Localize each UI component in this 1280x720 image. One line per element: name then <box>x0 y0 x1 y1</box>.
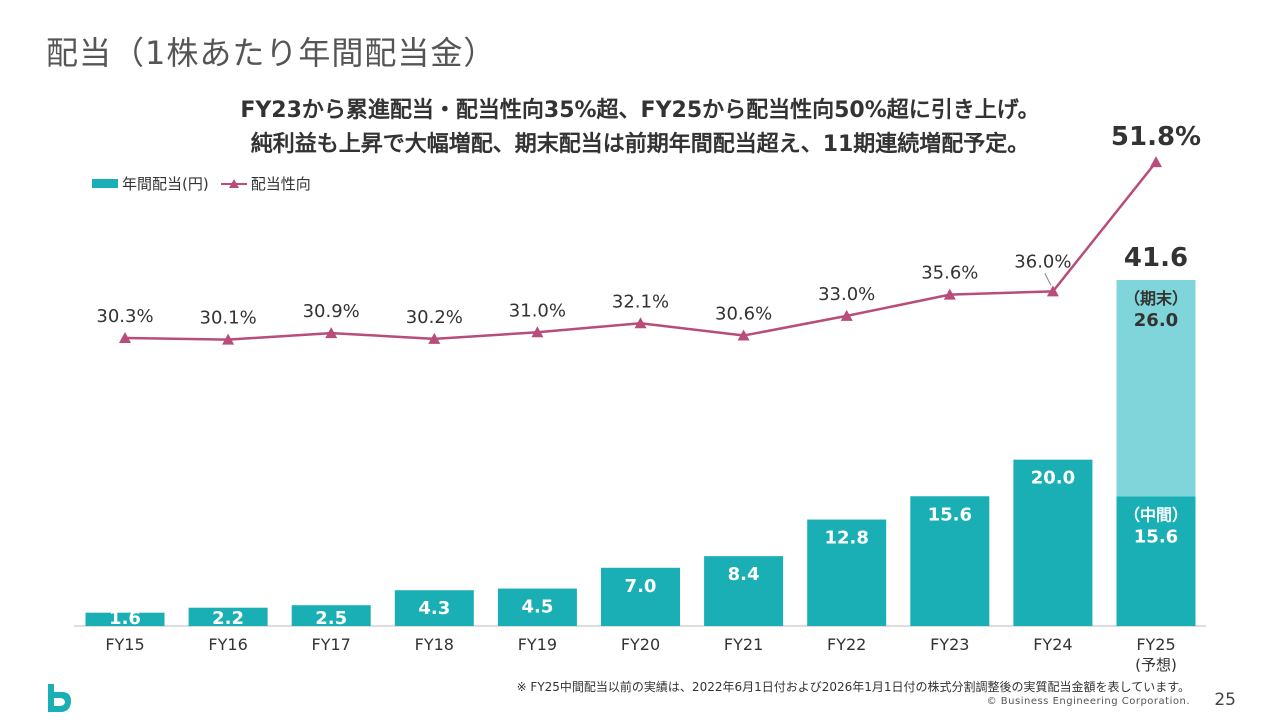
bar-fy15 <box>85 612 165 626</box>
line-point-fy20 <box>634 317 647 329</box>
x-tick-fy21: FY21 <box>724 635 763 654</box>
legend-bar-label: 年間配当(円) <box>122 175 209 193</box>
bar-label-fy17: 2.5 <box>315 608 347 629</box>
bar-fy25-final <box>1116 280 1196 497</box>
line-label-fy20: 32.1% <box>612 291 669 312</box>
line-point-fy16 <box>222 333 235 345</box>
bar-fy25-final-value: 26.0 <box>1134 310 1178 331</box>
bar-label-fy15: 1.6 <box>109 608 141 629</box>
subtitle-line-1: FY23から累進配当・配当性向35%超、FY25から配当性向50%超に引き上げ。 <box>240 98 1040 123</box>
bar-label-fy22: 12.8 <box>824 528 868 549</box>
line-point-fy18 <box>428 332 441 344</box>
page-number: 25 <box>1214 690 1236 710</box>
x-tick-fy19: FY19 <box>518 635 557 654</box>
bar-fy25-interim <box>1116 496 1196 626</box>
bar-label-fy23: 15.6 <box>928 504 972 525</box>
line-point-fy23 <box>943 288 956 300</box>
bar-fy21 <box>704 556 784 626</box>
company-logo-icon <box>48 684 71 712</box>
bar-label-fy20: 7.0 <box>625 576 657 597</box>
line-label-fy24: 36.0% <box>1014 251 1071 272</box>
bar-fy25-interim-value: 15.6 <box>1134 526 1178 547</box>
line-label-fy16: 30.1% <box>200 308 257 329</box>
line-point-fy15 <box>119 332 131 343</box>
line-point-fy25 <box>1150 156 1162 168</box>
legend-bar-swatch <box>92 179 118 188</box>
x-tick-fy22: FY22 <box>827 635 866 654</box>
x-tick-fy24: FY24 <box>1033 635 1072 654</box>
line-label-fy18: 30.2% <box>406 307 463 328</box>
x-tick-fy20: FY20 <box>621 635 660 654</box>
line-point-fy24 <box>1046 285 1059 297</box>
line-point-fy21 <box>737 329 750 341</box>
line-point-fy17 <box>325 327 338 339</box>
chart-legend: 年間配当(円) 配当性向 <box>92 173 311 194</box>
bar-label-fy16: 2.2 <box>212 608 244 629</box>
bar-fy25-total-label: 41.6 <box>1124 243 1188 273</box>
x-tick-fy25: FY25 <box>1136 635 1175 654</box>
x-sublabel-fy25: (予想) <box>1135 656 1177 674</box>
line-label-fy19: 31.0% <box>509 300 566 321</box>
bar-fy20 <box>601 567 680 626</box>
line-label-fy21: 30.6% <box>715 304 772 325</box>
legend-line-label: 配当性向 <box>250 175 311 193</box>
line-label-fy17: 30.9% <box>303 301 360 322</box>
bar-fy19 <box>497 588 577 626</box>
footnote: ※ FY25中間配当以前の実績は、2022年6月1日付および2026年1月1日付… <box>516 680 1190 694</box>
line-point-fy19 <box>531 326 544 338</box>
line-label-leader-fy24 <box>1044 273 1052 286</box>
line-point-fy22 <box>840 309 853 321</box>
subtitle-line-2: 純利益も上昇で大幅増配、期末配当は前期年間配当超え、11期連続増配予定。 <box>250 132 1030 157</box>
bar-fy17 <box>291 605 371 626</box>
x-tick-fy16: FY16 <box>208 635 247 654</box>
x-tick-fy23: FY23 <box>930 635 969 654</box>
line-label-fy15: 30.3% <box>96 306 153 327</box>
bar-fy23 <box>910 496 990 626</box>
x-tick-fy18: FY18 <box>415 635 454 654</box>
bar-fy25-interim-label: （中間） <box>1124 505 1188 524</box>
bar-fy18 <box>394 590 474 626</box>
bar-fy25-final-label: （期末） <box>1124 289 1188 308</box>
page-title: 配当（1株あたり年間配当金） <box>46 34 497 72</box>
payout-ratio-line <box>124 161 1157 341</box>
bar-label-fy18: 4.3 <box>418 598 450 619</box>
bar-label-fy24: 20.0 <box>1031 468 1075 489</box>
bar-fy16 <box>188 607 268 626</box>
bar-label-fy19: 4.5 <box>521 597 553 618</box>
line-label-fy22: 33.0% <box>818 284 875 305</box>
x-tick-fy15: FY15 <box>105 635 144 654</box>
line-label-fy23: 35.6% <box>921 263 978 284</box>
bar-label-fy21: 8.4 <box>728 564 760 585</box>
copyright: © Business Engineering Corporation. <box>986 696 1190 707</box>
line-label-fy25: 51.8% <box>1111 122 1201 152</box>
legend-line-swatch <box>220 178 247 188</box>
bar-fy22 <box>807 519 887 626</box>
bar-fy24 <box>1013 459 1093 626</box>
x-tick-fy17: FY17 <box>312 635 351 654</box>
